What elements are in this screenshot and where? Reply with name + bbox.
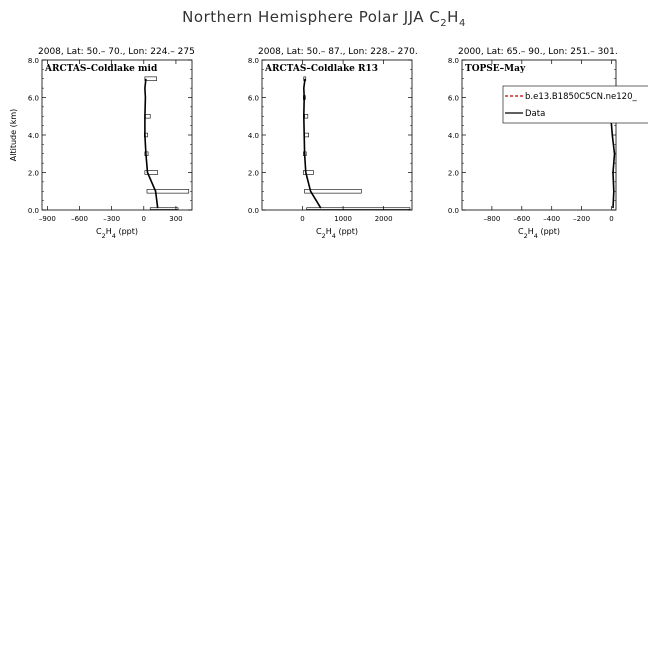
- plot-frame: [261, 59, 413, 211]
- panel-label: TOPSE–May: [465, 64, 526, 74]
- y-tick-label: 4.0: [448, 132, 459, 140]
- chart-panel-1: 2008, Lat: 50.– 70., Lon: 224.– 275 ARCTA…: [9, 47, 195, 240]
- x-tick-label: 0: [142, 215, 146, 223]
- panel-header: 2000, Lat: 65.– 90., Lon: 251.– 301.: [458, 47, 618, 57]
- chart-panel-3: 2000, Lat: 65.– 90., Lon: 251.– 301. TOPS…: [448, 47, 648, 240]
- y-tick-label: 6.0: [248, 95, 259, 103]
- figure-title: Northern Hemisphere Polar JJA C2H4: [182, 8, 466, 29]
- y-tick-label: 2.0: [448, 170, 459, 178]
- x-tick-label: 0: [609, 215, 613, 223]
- range-box: [303, 170, 314, 175]
- x-tick-label: 0: [300, 215, 304, 223]
- y-tick-label: 0.0: [28, 207, 39, 215]
- range-box: [304, 189, 362, 194]
- y-tick-label: 4.0: [248, 132, 259, 140]
- x-tick-label: –600: [513, 215, 530, 223]
- legend-box: [502, 85, 648, 124]
- y-tick-label: 4.0: [28, 132, 39, 140]
- panel-header: 2008, Lat: 50.– 87., Lon: 228.– 270.: [258, 47, 418, 57]
- y-tick-label: 2.0: [248, 170, 259, 178]
- y-axis-label: Altitude (km): [9, 109, 18, 161]
- x-tick-label: –800: [483, 215, 500, 223]
- x-tick-label: –900: [39, 215, 56, 223]
- panel-header: 2008, Lat: 50.– 70., Lon: 224.– 275: [38, 47, 195, 57]
- plot-frame: [461, 59, 617, 211]
- x-axis-label: C2H4 (ppt): [316, 227, 358, 240]
- x-tick-label: –200: [573, 215, 590, 223]
- y-tick-label: 0.0: [448, 207, 459, 215]
- y-tick-label: 8.0: [448, 57, 459, 65]
- range-box: [145, 114, 151, 119]
- legend-label: b.e13.B1850C5CN.ne120_: [525, 92, 637, 102]
- y-tick-label: 6.0: [28, 95, 39, 103]
- plot-frame: [41, 59, 193, 211]
- x-tick-label: 300: [169, 215, 182, 223]
- range-box: [304, 114, 309, 119]
- x-tick-label: –600: [71, 215, 88, 223]
- x-axis-label: C2H4 (ppt): [96, 227, 138, 240]
- series-line: [144, 78, 159, 209]
- series-line: [610, 116, 616, 209]
- y-tick-label: 6.0: [448, 95, 459, 103]
- legend-label: Data: [525, 109, 545, 119]
- range-box: [144, 76, 157, 81]
- range-box: [146, 189, 190, 194]
- chart-panel-2: 2008, Lat: 50.– 87., Lon: 228.– 270. ARCT…: [248, 47, 418, 240]
- y-tick-label: 0.0: [248, 207, 259, 215]
- x-tick-label: 2000: [375, 215, 393, 223]
- x-tick-label: –300: [103, 215, 120, 223]
- y-tick-label: 8.0: [28, 57, 39, 65]
- range-box: [149, 207, 179, 210]
- panel-label: ARCTAS–Coldlake R13: [264, 64, 378, 74]
- x-axis-label: C2H4 (ppt): [518, 227, 560, 240]
- x-tick-label: –400: [543, 215, 560, 223]
- range-box: [306, 207, 411, 210]
- x-tick-label: 1000: [334, 215, 352, 223]
- y-tick-label: 8.0: [248, 57, 259, 65]
- panel-label: ARCTAS–Coldlake mid: [44, 64, 158, 74]
- range-box: [144, 170, 159, 175]
- series-line: [302, 78, 322, 209]
- y-tick-label: 2.0: [28, 170, 39, 178]
